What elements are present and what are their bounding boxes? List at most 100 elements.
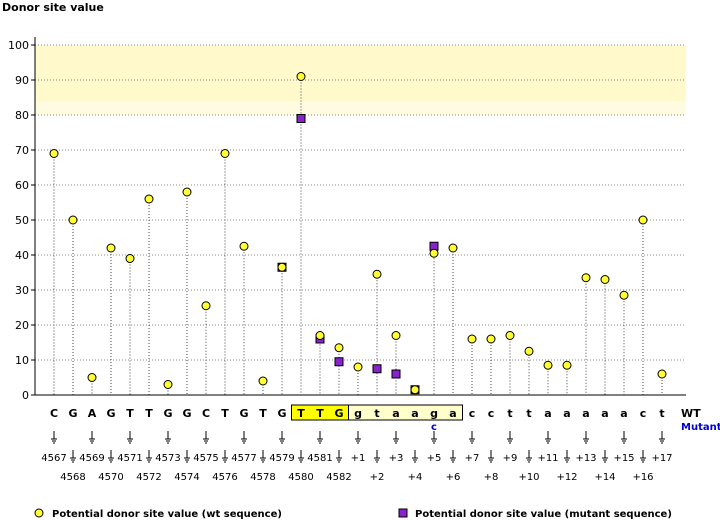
mutant-value-marker — [334, 357, 344, 367]
highlight-band-fill — [35, 45, 686, 101]
legend-mutant-marker — [398, 508, 408, 518]
position-label: 4570 — [98, 472, 123, 483]
wt-value-marker — [524, 346, 534, 356]
sequence-base: G — [163, 407, 172, 420]
mutant-value-marker — [391, 369, 401, 379]
sequence-base: T — [297, 407, 305, 420]
wt-value-marker — [619, 290, 629, 300]
sequence-base: a — [582, 407, 589, 420]
y-tick-label: 0 — [22, 389, 29, 402]
position-label: +13 — [575, 453, 596, 464]
position-label: +9 — [503, 453, 518, 464]
position-label: +15 — [613, 453, 634, 464]
y-tick-label: 40 — [15, 249, 29, 262]
wt-value-marker — [125, 254, 135, 263]
wt-value-marker — [144, 194, 154, 204]
position-label: +7 — [465, 453, 480, 464]
position-label: +3 — [389, 453, 404, 464]
position-label: 4577 — [231, 453, 256, 464]
wt-value-marker — [258, 376, 268, 386]
wt-value-marker — [277, 262, 287, 272]
y-tick-label: 60 — [15, 179, 29, 192]
wt-value-marker — [182, 187, 192, 197]
wt-value-marker — [334, 343, 344, 353]
wt-value-marker — [467, 334, 477, 344]
y-axis-ticks: 0 10 20 30 40 50 60 70 80 90 100 — [8, 39, 35, 402]
mutant-row-label: Mutant — [681, 422, 720, 433]
intron-start-box — [348, 404, 463, 421]
position-label: +5 — [427, 453, 442, 464]
wt-value-marker — [410, 385, 420, 395]
wt-value-marker — [543, 360, 553, 370]
wt-value-marker — [239, 241, 249, 251]
wt-value-marker — [562, 360, 572, 370]
wt-value-marker — [448, 243, 458, 253]
mutant-row: c Mutant — [431, 422, 720, 433]
y-tick-label: 70 — [15, 144, 29, 157]
position-label: +2 — [370, 472, 385, 483]
wt-value-marker — [220, 149, 230, 158]
position-label: 4568 — [60, 472, 85, 483]
wt-value-marker — [581, 273, 591, 283]
sequence-base: G — [106, 407, 115, 420]
sequence-base: a — [449, 407, 456, 420]
legend-wt-label: Potential donor site value (wt sequence) — [52, 509, 282, 520]
position-label: +4 — [408, 472, 423, 483]
wt-value-marker — [87, 373, 97, 382]
position-label: +8 — [484, 472, 499, 483]
value-stems — [53, 76, 663, 395]
wt-value-marker — [486, 334, 496, 344]
y-tick-label: 20 — [15, 319, 29, 332]
position-label: 4580 — [288, 472, 313, 483]
wt-value-marker — [353, 362, 363, 372]
position-label: +11 — [537, 453, 558, 464]
wt-row-label: WT — [681, 407, 701, 420]
highlight-band-fade — [35, 101, 686, 115]
position-label: +10 — [518, 472, 539, 483]
position-labels: 4567 4568 4569 4570 4571 4572 4573 4574 4575 4576… — [41, 431, 673, 483]
wt-value-marker — [201, 301, 211, 311]
sequence-base: T — [259, 407, 267, 420]
sequence-base: G — [182, 407, 191, 420]
mutant-value-marker — [296, 114, 306, 123]
axes — [34, 37, 686, 396]
highlight-band — [35, 45, 686, 115]
position-label: 4578 — [250, 472, 275, 483]
sequence-base: g — [430, 407, 438, 420]
legend-wt-marker — [34, 508, 44, 518]
y-tick-label: 90 — [15, 74, 29, 87]
sequence-base: G — [277, 407, 286, 420]
sequence-base: t — [507, 407, 512, 420]
grid-lines — [35, 44, 686, 361]
sequence-base: t — [526, 407, 531, 420]
position-label: +16 — [632, 472, 653, 483]
sequence-base: c — [469, 407, 476, 420]
sequence-base: T — [126, 407, 134, 420]
wt-value-marker — [505, 331, 515, 340]
sequence-base: G — [334, 407, 343, 420]
sequence-base: G — [239, 407, 248, 420]
position-label: 4574 — [174, 472, 199, 483]
position-label: 4569 — [79, 453, 104, 464]
position-label: 4575 — [193, 453, 218, 464]
sequence-base: a — [411, 407, 418, 420]
position-label: 4581 — [307, 453, 332, 464]
wt-value-marker — [163, 380, 173, 389]
legend-mutant-label: Potential donor site value (mutant seque… — [415, 509, 672, 520]
sequence-base: a — [601, 407, 608, 420]
y-tick-label: 100 — [8, 39, 29, 52]
position-label: 4582 — [326, 472, 351, 483]
sequence-base: G — [68, 407, 77, 420]
position-label: +1 — [351, 453, 366, 464]
mutant-base: c — [431, 422, 437, 433]
y-tick-label: 50 — [15, 214, 29, 227]
mutant-value-marker — [372, 364, 382, 374]
position-label: 4571 — [117, 453, 142, 464]
wt-value-marker — [296, 72, 306, 81]
wt-value-marker — [372, 269, 382, 279]
position-label: 4579 — [269, 453, 294, 464]
position-label: 4572 — [136, 472, 161, 483]
position-label: 4567 — [41, 453, 66, 464]
